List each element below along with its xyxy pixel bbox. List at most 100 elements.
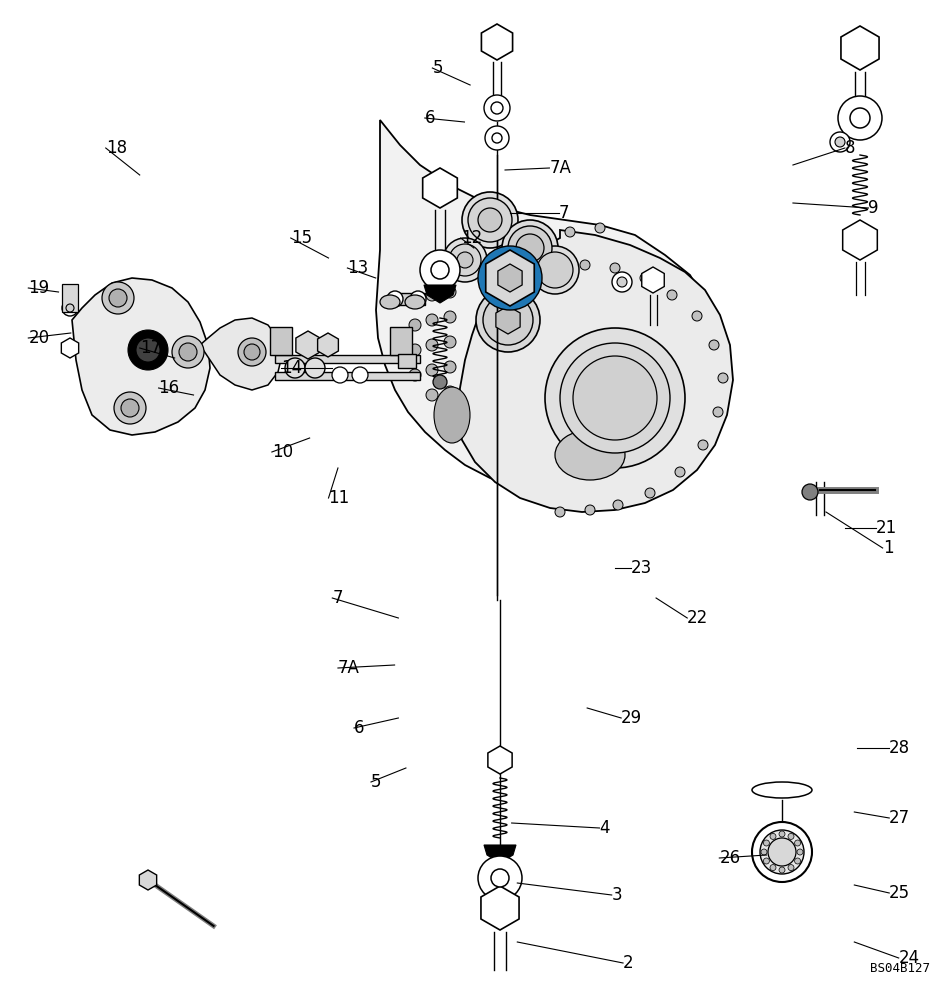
- Circle shape: [128, 330, 168, 370]
- Circle shape: [109, 289, 127, 307]
- Text: 2: 2: [623, 954, 633, 972]
- Text: 18: 18: [106, 139, 126, 157]
- Circle shape: [835, 137, 845, 147]
- Circle shape: [537, 252, 573, 288]
- Circle shape: [444, 311, 456, 323]
- Polygon shape: [488, 746, 513, 774]
- Polygon shape: [496, 306, 520, 334]
- Circle shape: [850, 108, 870, 128]
- Circle shape: [540, 235, 550, 245]
- Text: 16: 16: [159, 379, 179, 397]
- Circle shape: [426, 289, 438, 301]
- Text: 6: 6: [354, 719, 364, 737]
- Text: 12: 12: [461, 229, 482, 247]
- Text: 19: 19: [28, 279, 49, 297]
- Circle shape: [468, 198, 512, 242]
- Circle shape: [444, 361, 456, 373]
- Circle shape: [409, 369, 421, 381]
- Circle shape: [491, 102, 503, 114]
- Text: 20: 20: [28, 329, 49, 347]
- Circle shape: [667, 290, 677, 300]
- Text: 25: 25: [889, 884, 910, 902]
- Circle shape: [121, 399, 139, 417]
- Circle shape: [617, 277, 627, 287]
- Circle shape: [431, 261, 449, 279]
- Text: 23: 23: [631, 559, 652, 577]
- Circle shape: [352, 367, 368, 383]
- Polygon shape: [642, 267, 665, 293]
- Circle shape: [573, 356, 657, 440]
- Circle shape: [718, 373, 728, 383]
- Circle shape: [409, 344, 421, 356]
- Circle shape: [761, 849, 767, 855]
- Polygon shape: [295, 331, 320, 359]
- Circle shape: [531, 246, 579, 294]
- Circle shape: [420, 250, 460, 290]
- Text: 4: 4: [599, 819, 610, 837]
- Polygon shape: [424, 285, 456, 303]
- Circle shape: [114, 392, 146, 424]
- Circle shape: [788, 833, 794, 839]
- Text: 27: 27: [889, 809, 910, 827]
- Circle shape: [797, 849, 803, 855]
- Bar: [275, 355, 420, 363]
- Circle shape: [426, 389, 438, 401]
- Circle shape: [645, 488, 655, 498]
- Circle shape: [516, 234, 544, 262]
- Circle shape: [692, 311, 702, 321]
- Text: 24: 24: [899, 949, 919, 967]
- Ellipse shape: [405, 295, 425, 309]
- Ellipse shape: [752, 782, 812, 798]
- Circle shape: [788, 865, 794, 871]
- Circle shape: [478, 208, 502, 232]
- Circle shape: [462, 192, 518, 248]
- Circle shape: [449, 244, 481, 276]
- Circle shape: [476, 288, 540, 352]
- Circle shape: [698, 440, 708, 450]
- Circle shape: [478, 856, 522, 900]
- Polygon shape: [843, 220, 877, 260]
- Circle shape: [444, 286, 456, 298]
- Circle shape: [770, 833, 776, 839]
- Text: 5: 5: [371, 773, 381, 791]
- Circle shape: [613, 500, 623, 510]
- Text: 26: 26: [719, 849, 740, 867]
- Circle shape: [795, 858, 801, 864]
- Circle shape: [520, 253, 530, 263]
- Circle shape: [595, 223, 605, 233]
- Circle shape: [545, 328, 685, 468]
- Polygon shape: [481, 24, 513, 60]
- Bar: [395, 293, 425, 305]
- Circle shape: [332, 367, 348, 383]
- Text: 7A: 7A: [338, 659, 360, 677]
- Circle shape: [444, 386, 456, 398]
- Text: 9: 9: [868, 199, 879, 217]
- Circle shape: [426, 314, 438, 326]
- Circle shape: [483, 295, 533, 345]
- Circle shape: [770, 865, 776, 871]
- Circle shape: [409, 294, 421, 306]
- Circle shape: [640, 273, 650, 283]
- Text: 8: 8: [845, 139, 855, 157]
- Polygon shape: [140, 870, 157, 890]
- Circle shape: [779, 831, 785, 837]
- Circle shape: [502, 220, 558, 276]
- Text: 6: 6: [425, 109, 435, 127]
- Circle shape: [492, 133, 502, 143]
- Circle shape: [508, 226, 552, 270]
- Polygon shape: [484, 845, 516, 863]
- Circle shape: [426, 364, 438, 376]
- Ellipse shape: [555, 430, 625, 480]
- Text: BS04B127: BS04B127: [870, 962, 930, 975]
- Circle shape: [768, 838, 796, 866]
- Circle shape: [491, 869, 509, 887]
- Polygon shape: [317, 333, 338, 357]
- Circle shape: [760, 830, 804, 874]
- Circle shape: [555, 507, 565, 517]
- Bar: [275, 372, 420, 380]
- Circle shape: [285, 358, 305, 378]
- Circle shape: [713, 407, 723, 417]
- Text: 28: 28: [889, 739, 910, 757]
- Text: 14: 14: [281, 359, 302, 377]
- Bar: [270, 327, 292, 355]
